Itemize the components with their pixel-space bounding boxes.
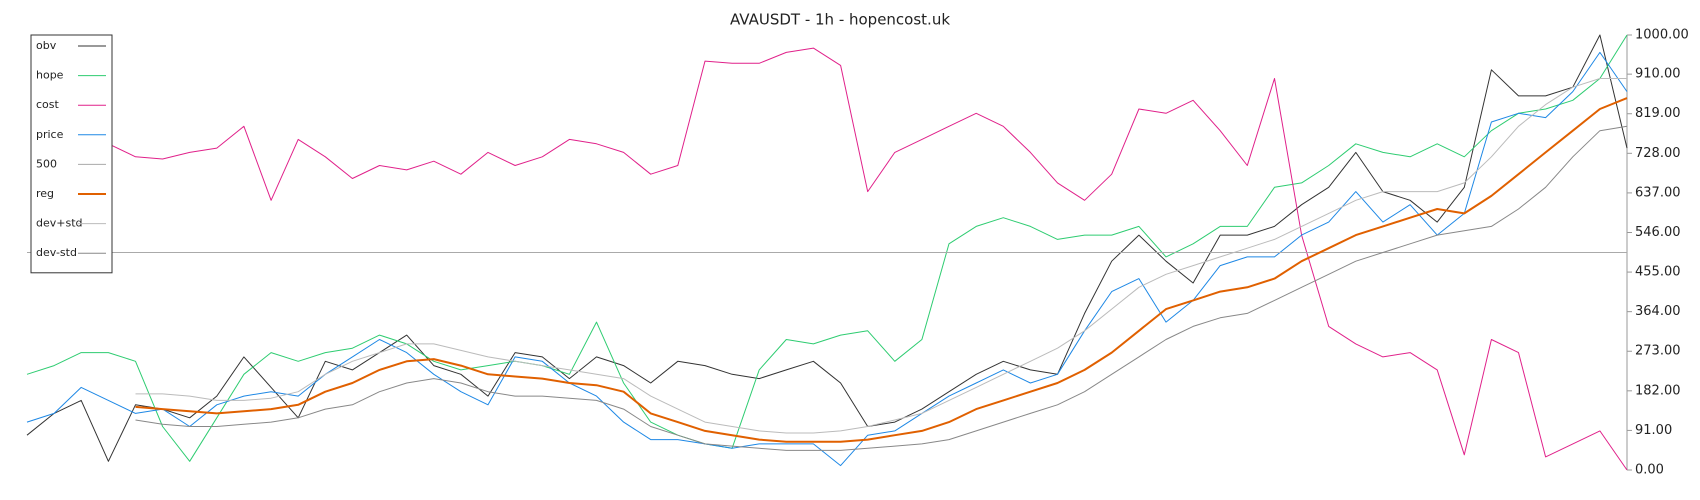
- chart-title: AVAUSDT - 1h - hopencost.uk: [730, 11, 950, 29]
- y-tick-label: 455.00: [1635, 265, 1681, 280]
- y-tick-label: 546.00: [1635, 225, 1681, 240]
- series-line: [108, 47, 1628, 471]
- series-line: [26, 34, 1628, 462]
- legend-label: obv: [36, 39, 57, 52]
- y-tick-label: 728.00: [1635, 146, 1681, 161]
- legend-label: cost: [36, 98, 60, 111]
- y-tick-label: 273.00: [1635, 344, 1681, 359]
- series-line: [135, 78, 1627, 434]
- y-tick-label: 364.00: [1635, 304, 1681, 319]
- series-line: [26, 51, 1628, 467]
- legend-label: dev+std: [36, 217, 83, 230]
- legend-box: [30, 34, 113, 274]
- y-tick-label: 0.00: [1635, 463, 1664, 478]
- series-line: [135, 125, 1628, 451]
- legend-label: reg: [36, 187, 54, 200]
- series-line: [26, 34, 1628, 462]
- y-tick-label: 182.00: [1635, 383, 1681, 398]
- y-tick-label: 1000.00: [1635, 28, 1689, 43]
- legend-label: price: [36, 128, 64, 141]
- y-tick-label: 819.00: [1635, 106, 1681, 121]
- series-line: [135, 97, 1628, 443]
- y-tick-label: 637.00: [1635, 185, 1681, 200]
- y-tick-label: 910.00: [1635, 67, 1681, 82]
- y-tick-label: 91.00: [1635, 423, 1672, 438]
- legend-label: dev-std: [36, 246, 77, 259]
- legend: obv hope cost price 500 reg dev+std dev-std: [30, 34, 113, 274]
- legend-label: hope: [36, 69, 64, 82]
- legend-label: 500: [36, 157, 57, 170]
